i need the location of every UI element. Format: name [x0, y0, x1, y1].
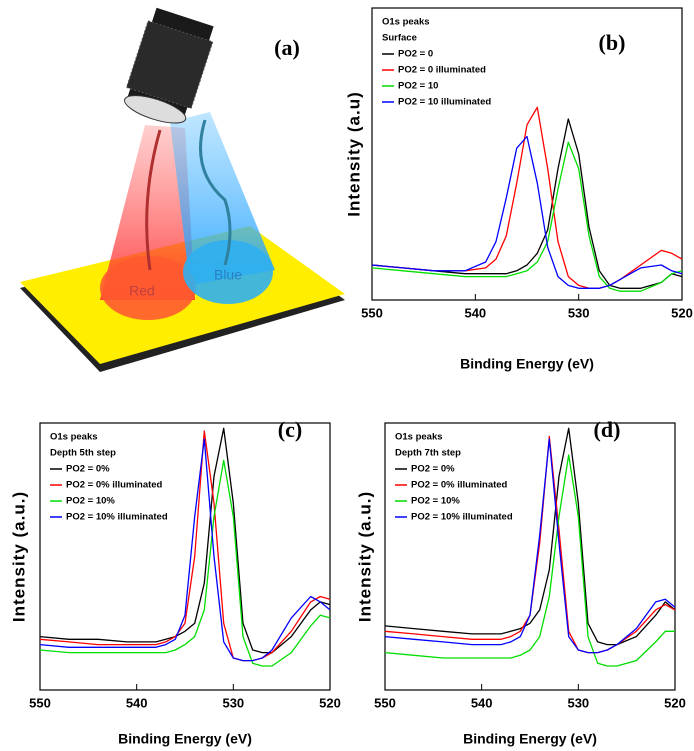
x-tick-label: 520	[671, 305, 693, 320]
legend-label: PO2 = 0%	[66, 464, 110, 475]
spot-label: Red	[129, 283, 155, 299]
x-axis-label: Binding Energy (eV)	[463, 731, 597, 747]
x-axis-label: Binding Energy (eV)	[460, 356, 594, 372]
x-tick-label: 530	[568, 305, 590, 320]
legend-label: PO2 = 10 illuminated	[398, 97, 491, 108]
x-tick-label: 530	[567, 695, 589, 710]
x-axis-label: Binding Energy (eV)	[118, 731, 252, 747]
x-tick-label: 540	[471, 695, 493, 710]
legend-label: PO2 = 0% illuminated	[66, 480, 163, 491]
y-axis-label: Intensity (a.u.)	[9, 491, 28, 622]
annotation: Depth 7th step	[395, 448, 461, 459]
figure: (a) Red Blue 550 540 530 520 Binding Energy …	[0, 0, 694, 751]
panel-label: (d)	[594, 417, 621, 442]
y-axis-label: Intensity (a.u.)	[355, 491, 374, 622]
legend-label: PO2 = 0	[398, 49, 433, 60]
legend-label: PO2 = 0 illuminated	[398, 65, 486, 76]
annotation: Surface	[382, 33, 417, 44]
annotation: Depth 5th step	[50, 448, 116, 459]
series-line	[372, 107, 682, 288]
legend-label: PO2 = 10%	[66, 496, 115, 507]
legend-label: PO2 = 10% illuminated	[411, 512, 513, 523]
panel-label: (a)	[274, 35, 300, 60]
series-line	[40, 460, 330, 666]
x-tick-label: 550	[361, 305, 383, 320]
legend-label: PO2 = 0% illuminated	[411, 480, 508, 491]
x-tick-label: 550	[374, 695, 396, 710]
x-tick-label: 540	[126, 695, 148, 710]
x-tick-label: 520	[664, 695, 686, 710]
y-axis-label: Intensity (a.u)	[344, 91, 363, 217]
annotation: O1s peaks	[50, 432, 98, 443]
spot-label: Blue	[214, 267, 242, 283]
lamp	[120, 7, 218, 130]
legend-label: PO2 = 0%	[411, 464, 455, 475]
x-tick-label: 530	[222, 695, 244, 710]
legend-label: PO2 = 10	[398, 81, 438, 92]
annotation: O1s peaks	[395, 432, 443, 443]
illustration: (a) Red Blue	[20, 7, 345, 372]
x-tick-label: 550	[29, 695, 51, 710]
series-line	[372, 119, 682, 288]
panel-label: (c)	[278, 417, 302, 442]
panel-label: (b)	[599, 30, 626, 55]
x-tick-label: 540	[464, 305, 486, 320]
x-tick-label: 520	[319, 695, 341, 710]
legend-label: PO2 = 10% illuminated	[66, 512, 168, 523]
annotation: O1s peaks	[382, 17, 430, 28]
legend-label: PO2 = 10%	[411, 496, 460, 507]
